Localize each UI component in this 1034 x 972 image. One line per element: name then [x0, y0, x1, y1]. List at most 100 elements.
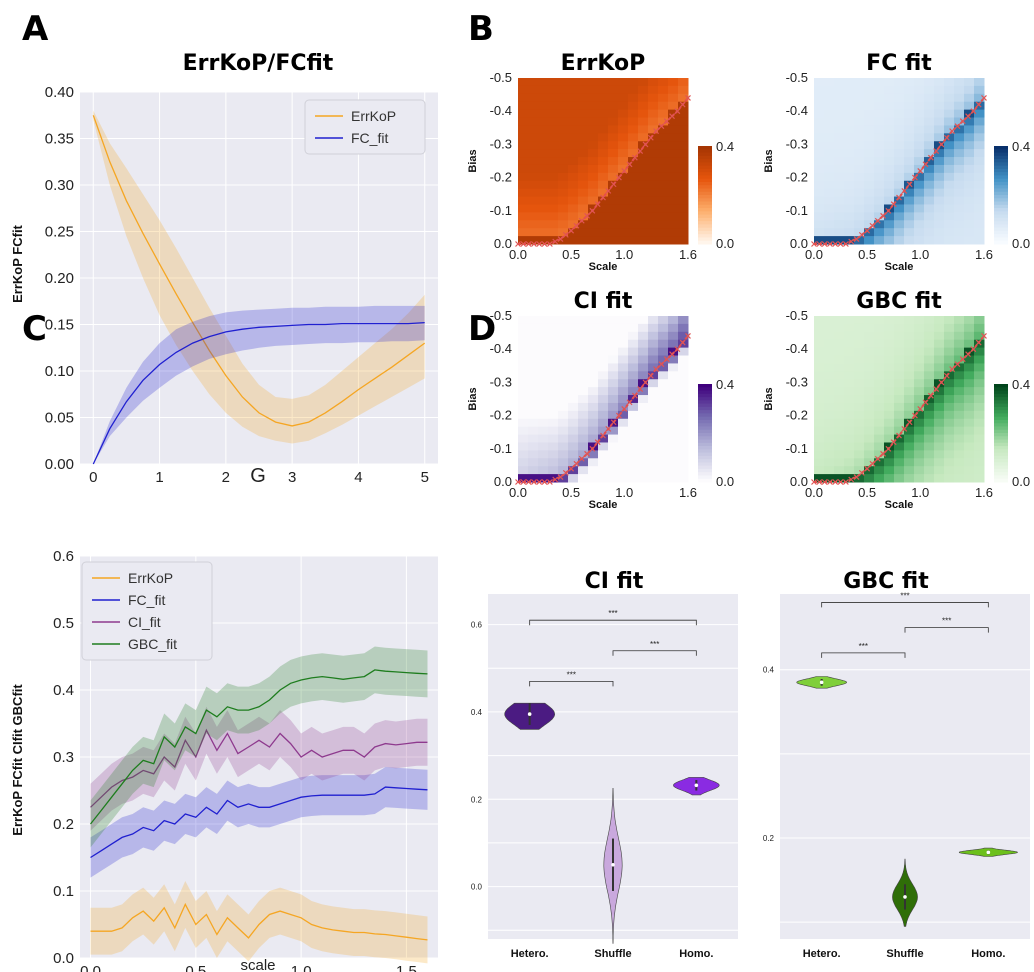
heatmap-cell [824, 85, 835, 95]
heatmap-cell [568, 141, 579, 150]
heatmap-cell [568, 85, 579, 95]
heatmap-cell [548, 458, 559, 467]
optimal-bias-marker [869, 460, 876, 467]
heatmap-cell [954, 141, 965, 150]
heatmap-cell [904, 466, 915, 475]
heatmap-cell [518, 418, 529, 428]
heatmap-cell [608, 474, 619, 483]
heatmap-cell [874, 172, 885, 182]
legend-label: ErrKoP [128, 570, 173, 586]
heatmap-cell [648, 212, 659, 221]
heatmap-cell [538, 109, 549, 119]
heatmap-cell [568, 331, 579, 341]
heatmap-cell [568, 347, 579, 357]
heatmap-cell [874, 164, 885, 174]
heatmap-cell [944, 379, 955, 388]
heatmap-cell [648, 220, 659, 229]
heatmap-cell [668, 442, 679, 451]
heatmap-x-tick: 1.6 [975, 247, 993, 262]
heatmap-cell [884, 323, 895, 333]
heatmap-cell [944, 164, 955, 174]
heatmap-cell [678, 379, 689, 388]
optimal-bias-marker [515, 241, 521, 247]
heatmap-cell [678, 316, 689, 325]
heatmap-cell [924, 133, 935, 142]
heatmap-cell [934, 474, 945, 483]
heatmap-cell [648, 164, 659, 174]
heatmap-cell [914, 426, 925, 436]
heatmap-cell [954, 164, 965, 174]
heatmap-cell [884, 426, 895, 436]
heatmap-cell [528, 355, 539, 364]
heatmap-cell [558, 196, 569, 205]
heatmap-cell [944, 93, 955, 103]
heatmap-cell [824, 363, 835, 372]
heatmap-x-tick: 1.0 [911, 247, 929, 262]
heatmap-cell [648, 109, 659, 119]
heatmap-cell [618, 387, 629, 396]
optimal-bias-marker [605, 425, 612, 432]
heatmap-cell [608, 141, 619, 150]
heatmap-cell [528, 434, 539, 443]
heatmap-cell [964, 85, 975, 95]
optimal-bias-marker [858, 469, 865, 476]
heatmap-cell [518, 363, 529, 372]
optimal-bias-marker [816, 479, 823, 485]
significance-label: *** [859, 642, 868, 651]
heatmap-cell [864, 157, 875, 166]
heatmap-cell [914, 220, 925, 229]
heatmap-cell [974, 109, 985, 119]
heatmap-cell [974, 418, 985, 428]
heatmap-cell [974, 387, 985, 396]
heatmap-cell [964, 387, 975, 396]
heatmap-cell [974, 141, 985, 150]
heatmap-cell [638, 117, 649, 126]
heatmap-cell [914, 371, 925, 380]
colorbar-segment [698, 237, 712, 242]
optimal-bias-marker [658, 123, 665, 130]
heatmap-cell [668, 363, 679, 372]
colorbar-segment [994, 175, 1008, 180]
heatmap-cell [824, 157, 835, 166]
heatmap-cell [638, 316, 649, 325]
heatmap-cell [678, 204, 689, 213]
heatmap-cell [974, 125, 985, 134]
heatmap-cell [608, 85, 619, 95]
heatmap-cell [628, 101, 639, 111]
heatmap-cell [854, 410, 865, 420]
heatmap-cell [668, 93, 679, 103]
heatmap-cell [894, 172, 905, 182]
heatmap-cell [578, 180, 589, 190]
optimal-bias-marker [938, 141, 945, 148]
heatmap-cell [904, 141, 915, 150]
heatmap-cell [618, 410, 629, 420]
x-tick-label: 1 [155, 469, 163, 486]
colorbar-segment [698, 413, 712, 418]
heatmap-cell [588, 78, 599, 87]
heatmap-cell [588, 157, 599, 166]
heatmap-cell [864, 442, 875, 451]
heatmap-cell [964, 395, 975, 404]
heatmap-cell [854, 458, 865, 467]
heatmap-cell [558, 363, 569, 372]
heatmap-cell [874, 442, 885, 451]
heatmap-cell [638, 355, 649, 364]
colorbar-segment [994, 397, 1008, 401]
category-label: Homo. [679, 948, 713, 960]
heatmap-cell [964, 133, 975, 142]
colorbar-segment [994, 240, 1008, 245]
heatmap-cell [964, 474, 975, 483]
heatmap-cell [844, 450, 855, 459]
heatmap-cell [854, 426, 865, 436]
heatmap-cell [814, 196, 825, 205]
heatmap-cell [538, 164, 549, 174]
heatmap-cell [638, 93, 649, 103]
heatmap-cell [924, 458, 935, 467]
panel-label-b: B [468, 9, 494, 49]
heatmap-cell [648, 125, 659, 134]
heatmap-cell [944, 426, 955, 436]
heatmap-cell [834, 157, 845, 166]
panel-d-ci-title: CI fit [585, 569, 644, 594]
optimal-bias-marker [663, 356, 670, 363]
optimal-bias-marker [616, 174, 622, 181]
